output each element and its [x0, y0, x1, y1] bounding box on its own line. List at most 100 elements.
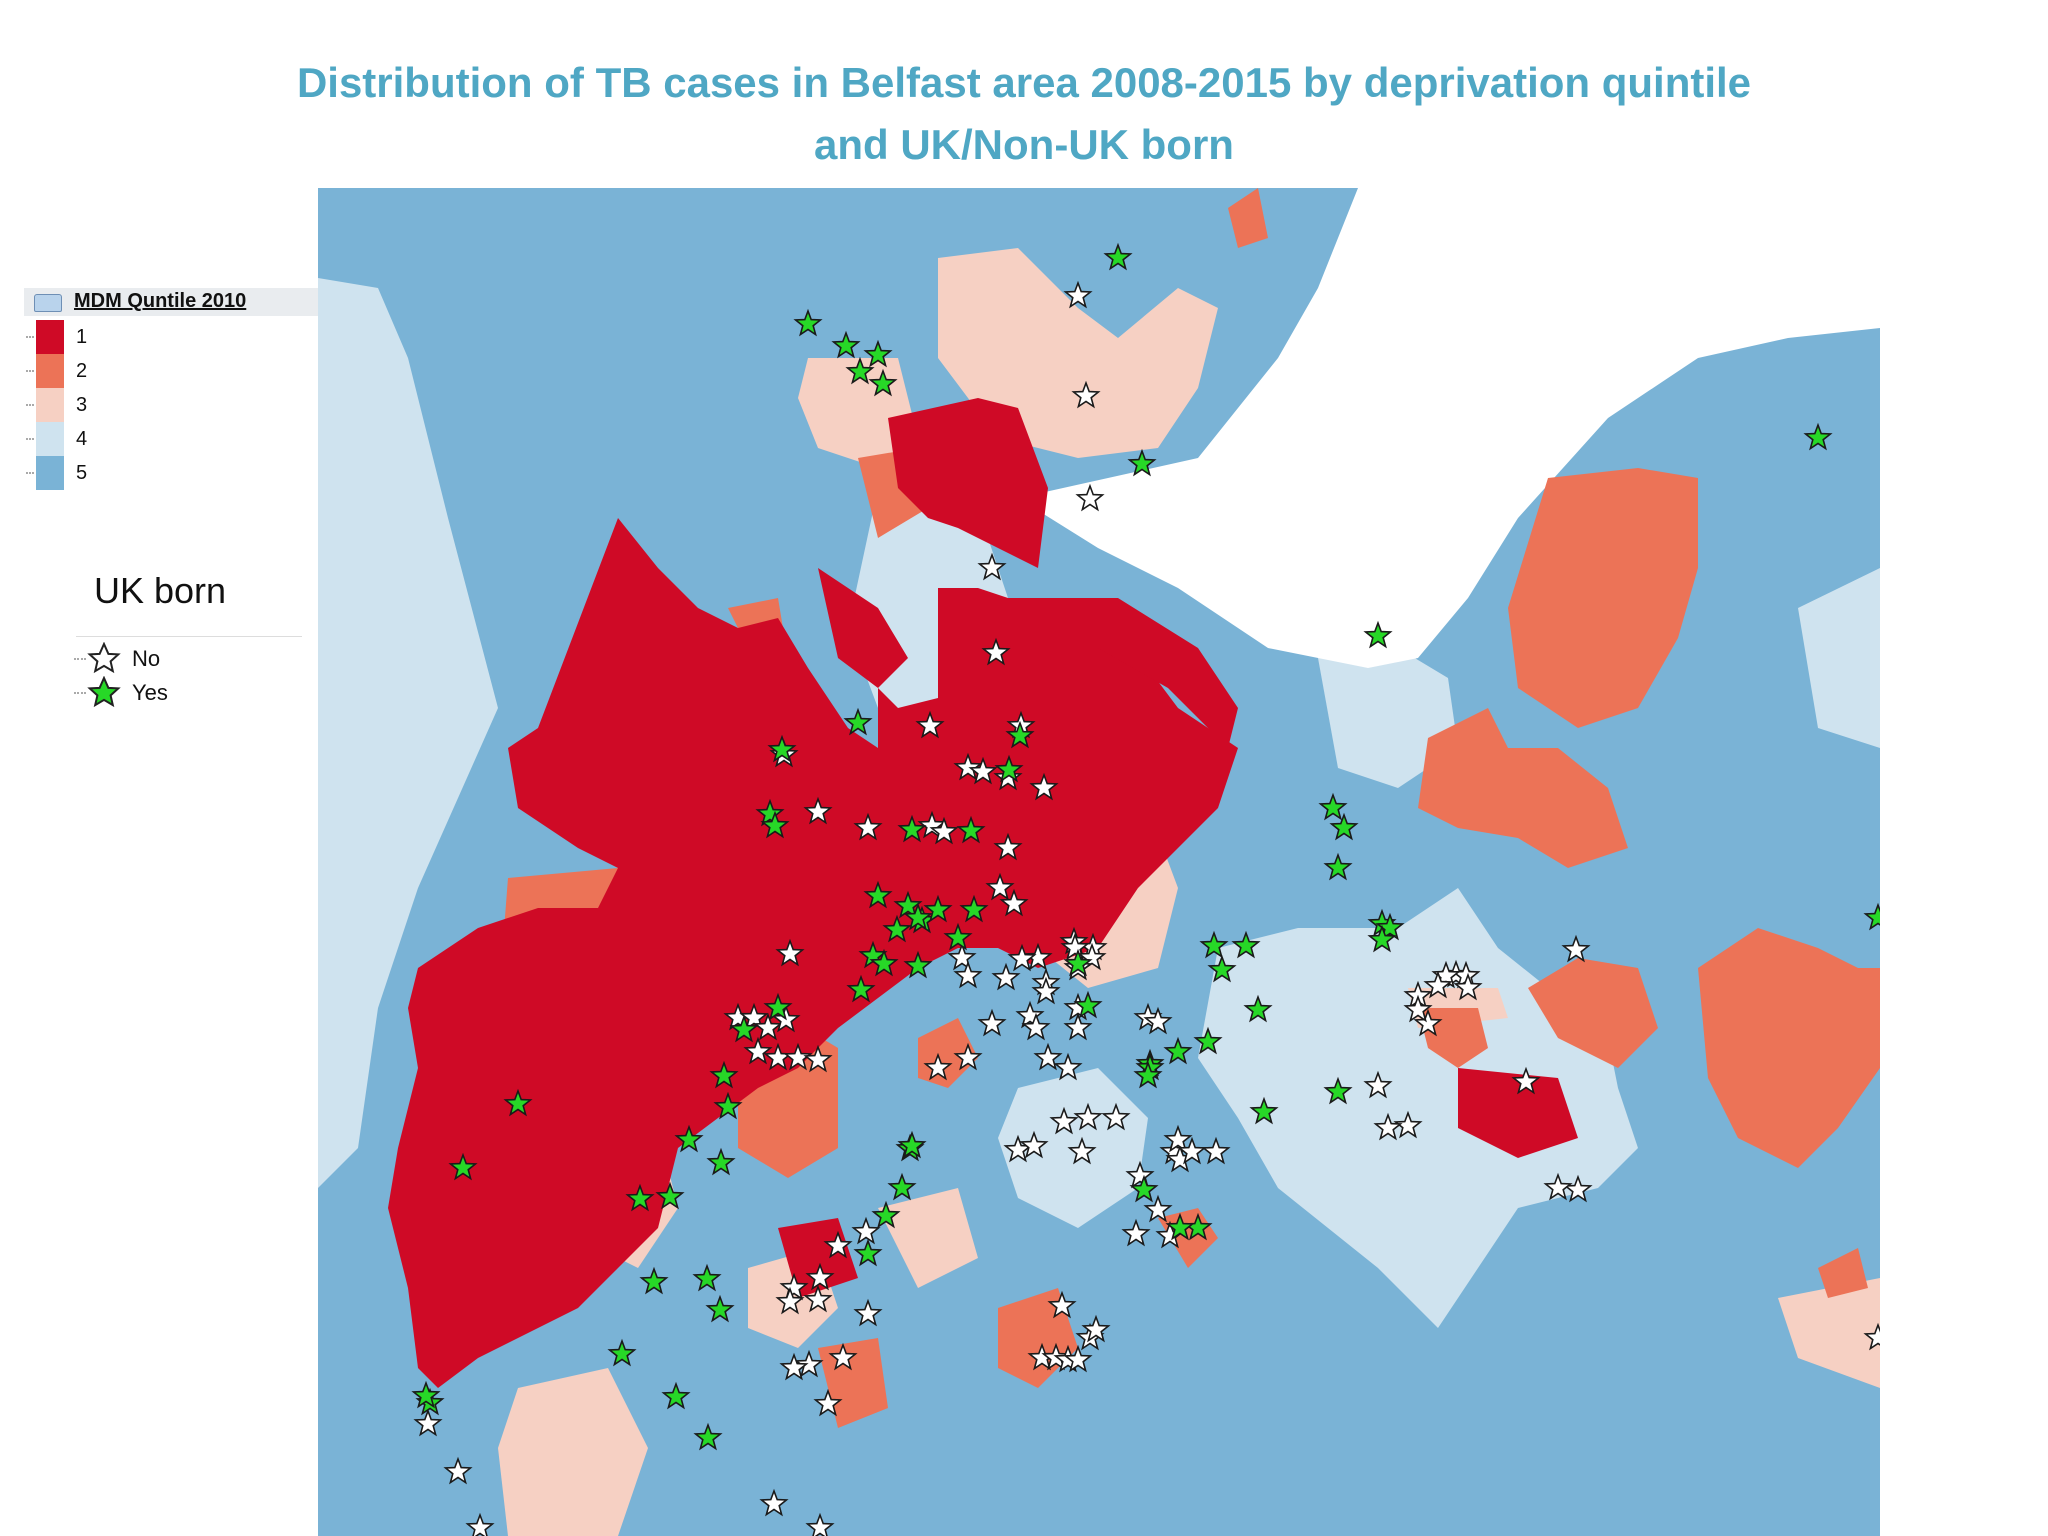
non-uk-born-case-marker	[1453, 972, 1483, 1001]
quintile-1-swatch	[36, 320, 64, 354]
mdm-legend-label: 1	[76, 326, 88, 348]
quintile-2-area	[1528, 958, 1658, 1068]
mdm-legend-label: 4	[76, 428, 88, 450]
non-uk-born-case-marker	[753, 1012, 783, 1041]
non-uk-born-case-marker	[1063, 280, 1093, 309]
uk-born-case-marker	[655, 1181, 685, 1210]
non-uk-born-case-marker	[985, 872, 1015, 901]
uk-born-case-marker	[706, 1147, 736, 1176]
quintile-4-area	[1798, 568, 1880, 748]
uk-born-case-marker	[1127, 448, 1157, 477]
non-uk-born-case-marker	[1007, 943, 1037, 972]
uk-born-case-marker	[897, 814, 927, 843]
mdm-legend-label: 2	[76, 360, 88, 382]
quintile-2-area	[1508, 468, 1698, 728]
mdm-legend-label: 5	[76, 462, 88, 484]
uk-born-case-marker	[763, 992, 793, 1021]
uk-born-case-marker	[903, 950, 933, 979]
uk-born-case-marker	[893, 890, 923, 919]
uk-born-legend-label: Yes	[132, 680, 168, 705]
belfast-deprivation-map	[318, 188, 1880, 1536]
quintile-4-swatch	[36, 422, 64, 456]
quintile-2-swatch	[36, 354, 64, 388]
white-star-icon	[87, 642, 121, 674]
non-uk-born-case-marker	[794, 1349, 824, 1378]
uk-born-case-marker	[897, 1130, 927, 1159]
uk-born-case-marker	[1129, 1174, 1159, 1203]
uk-born-case-marker	[767, 734, 797, 763]
non-uk-born-case-marker	[1031, 976, 1061, 1005]
uk-born-case-marker	[1329, 812, 1359, 841]
non-uk-born-case-marker	[1201, 1136, 1231, 1165]
non-uk-born-case-marker	[915, 710, 945, 739]
quintile-2-area	[818, 1338, 888, 1428]
uk-born-case-marker	[713, 1091, 743, 1120]
uk-born-legend-item-yes: Yes	[70, 676, 270, 710]
non-uk-born-case-marker	[1023, 942, 1053, 971]
non-uk-born-case-marker	[803, 1284, 833, 1313]
non-uk-born-case-marker	[413, 1408, 443, 1437]
mdm-legend-title: MDM Quntile 2010	[74, 290, 247, 312]
mdm-quintile-legend: MDM Quntile 2010 1 2 3 4 5	[24, 288, 318, 498]
non-uk-born-case-marker	[1071, 380, 1101, 409]
non-uk-born-case-marker	[1423, 970, 1453, 999]
uk-born-case-marker	[863, 880, 893, 909]
non-uk-born-case-marker	[923, 1052, 953, 1081]
non-uk-born-case-marker	[853, 1298, 883, 1327]
non-uk-born-case-marker	[1075, 483, 1105, 512]
map-title: Distribution of TB cases in Belfast area…	[0, 52, 2048, 176]
quintile-3-swatch	[36, 388, 64, 422]
uk-born-case-marker	[1073, 990, 1103, 1019]
uk-born-case-marker	[871, 1200, 901, 1229]
non-uk-born-case-marker	[851, 1216, 881, 1245]
uk-born-case-marker	[793, 308, 823, 337]
non-uk-born-case-marker	[929, 816, 959, 845]
quintile-1-area	[888, 398, 1048, 568]
non-uk-born-case-marker	[1063, 1344, 1093, 1373]
uk-born-case-marker	[1193, 1026, 1223, 1055]
mdm-legend-item-5: 5	[24, 456, 144, 490]
non-uk-born-case-marker	[823, 1230, 853, 1259]
map-title-line-1: Distribution of TB cases in Belfast area…	[296, 59, 1752, 106]
uk-born-case-marker	[1323, 852, 1353, 881]
quintile-2-area	[1418, 708, 1628, 868]
quintile-1-area	[1458, 1068, 1578, 1158]
uk-born-legend-item-no: No	[70, 642, 270, 676]
quintile-4-area	[1198, 888, 1638, 1328]
non-uk-born-case-marker	[783, 1042, 813, 1071]
non-uk-born-case-marker	[775, 1286, 805, 1315]
non-uk-born-case-marker	[1047, 1290, 1077, 1319]
uk-born-case-marker	[448, 1152, 478, 1181]
non-uk-born-case-marker	[1015, 1000, 1045, 1029]
non-uk-born-case-marker	[1021, 1012, 1051, 1041]
non-uk-born-case-marker	[805, 1512, 835, 1536]
non-uk-born-case-marker	[803, 796, 833, 825]
uk-born-case-marker	[625, 1183, 655, 1212]
uk-born-case-marker	[674, 1124, 704, 1153]
mdm-legend-item-2: 2	[24, 354, 144, 388]
uk-born-case-marker	[1133, 1060, 1163, 1089]
uk-born-case-marker	[956, 815, 986, 844]
uk-born-case-marker	[994, 754, 1024, 783]
non-uk-born-case-marker	[465, 1512, 495, 1536]
non-uk-born-case-marker	[1163, 1124, 1193, 1153]
non-uk-born-case-marker	[779, 1272, 809, 1301]
quintile-2-area	[1228, 188, 1268, 248]
non-uk-born-case-marker	[1561, 934, 1591, 963]
uk-born-case-marker	[709, 1060, 739, 1089]
non-uk-born-case-marker	[1049, 1106, 1079, 1135]
uk-born-case-marker	[1103, 242, 1133, 271]
uk-born-case-marker	[1207, 954, 1237, 983]
mdm-legend-header: MDM Quntile 2010	[24, 288, 318, 316]
uk-born-case-marker	[923, 894, 953, 923]
uk-born-case-marker	[903, 902, 933, 931]
uk-born-case-marker	[1363, 620, 1393, 649]
uk-born-case-marker	[755, 798, 785, 827]
non-uk-born-case-marker	[977, 552, 1007, 581]
mdm-legend-item-4: 4	[24, 422, 144, 456]
belfast-lough	[1018, 188, 1880, 668]
non-uk-born-case-marker	[1063, 1012, 1093, 1041]
quintile-3-area	[878, 1188, 978, 1288]
uk-born-case-marker	[887, 1172, 917, 1201]
folder-icon	[34, 294, 62, 312]
